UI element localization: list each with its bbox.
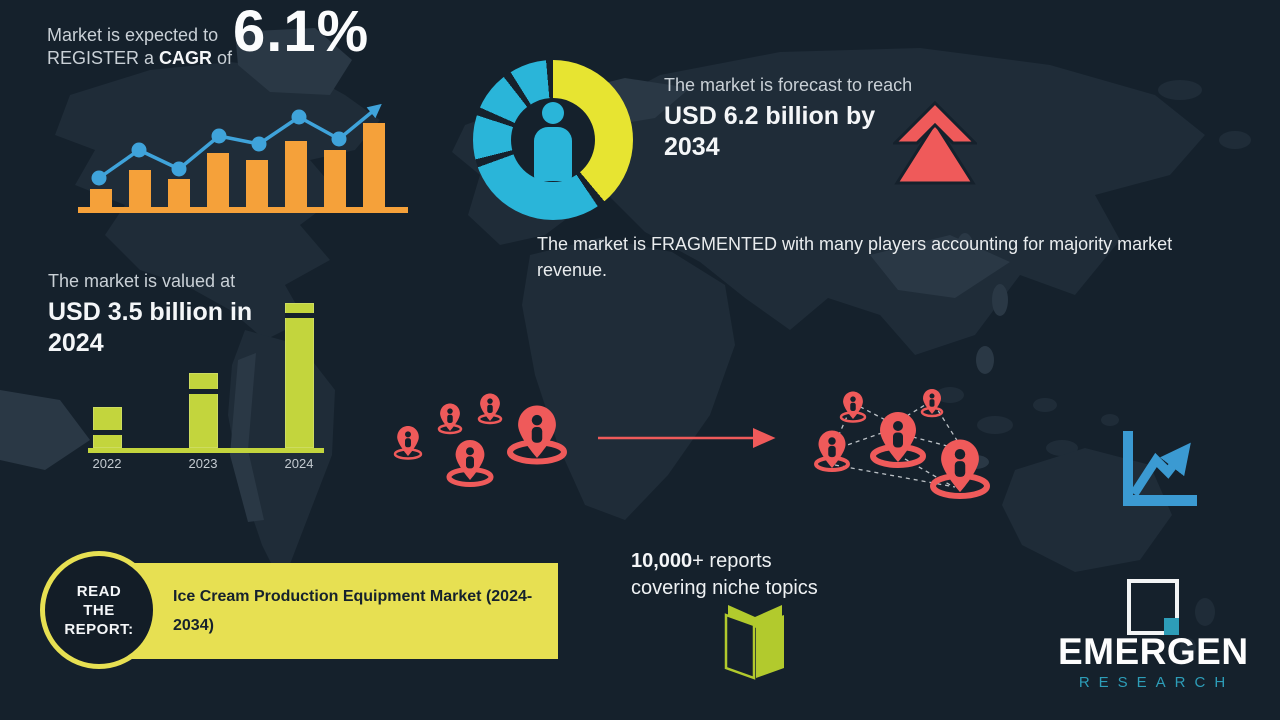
cagr-line1: Market is expected to <box>47 25 219 45</box>
location-pin-icon <box>843 391 863 419</box>
trend-dot <box>131 142 147 158</box>
badge-line: THE <box>83 601 115 619</box>
pin-base-rings <box>393 406 990 499</box>
forecast-headline: USD 6.2 billion by 2034 <box>664 102 876 161</box>
market-value-baseline <box>88 448 324 453</box>
valuation-intro: The market is valued at <box>48 271 236 291</box>
trend-dot <box>291 109 307 125</box>
cagr-value: 6.1% <box>233 0 370 64</box>
bar-cap-stripe <box>285 313 314 318</box>
cagr-line2-pre: REGISTER a <box>47 48 160 68</box>
logo-corner-accent <box>1164 618 1179 635</box>
market-value-bar-chart: 2022 2023 2024 <box>88 300 324 472</box>
logo-primary-text: EMERGEN <box>1058 631 1249 672</box>
forecast-text-block: The market is forecast to reach USD 6.2 … <box>664 74 916 163</box>
trend-dot <box>91 170 107 186</box>
growth-bar <box>90 189 112 207</box>
fragmentation-note: The market is FRAGMENTED with many playe… <box>537 234 1173 280</box>
growth-arrow-icon <box>893 101 977 185</box>
bar-cap-stripe <box>93 430 122 435</box>
trend-chart-icon <box>1123 431 1197 506</box>
growth-bar <box>324 150 346 207</box>
location-pin-icon <box>923 389 941 414</box>
year-axis-label: 2023 <box>188 456 218 471</box>
cagr-line2-post: of <box>212 48 233 68</box>
growth-bar <box>207 153 229 207</box>
badge-line: REPORT: <box>64 620 134 638</box>
cagr-keyword: CAGR <box>159 48 213 68</box>
market-share-donut-chart <box>473 60 633 220</box>
growth-bar <box>129 170 151 207</box>
growth-bar-chart <box>78 95 408 217</box>
market-value-bar <box>285 303 314 448</box>
report-banner[interactable]: Ice Cream Production Equipment Market (2… <box>98 563 558 659</box>
logo-square-icon <box>1127 579 1179 635</box>
growth-trend-line <box>91 103 382 186</box>
reports-count: 10,000 <box>631 550 693 572</box>
growth-chart-baseline <box>78 207 408 213</box>
open-book-icon <box>724 605 784 680</box>
year-axis-label: 2022 <box>92 456 122 471</box>
logo-secondary-text: RESEARCH <box>1078 674 1235 691</box>
donut-hole <box>511 98 595 182</box>
growth-bar <box>285 141 307 207</box>
reports-line2: covering niche topics <box>631 577 818 599</box>
trend-dot <box>331 131 347 147</box>
location-pin-icon <box>880 412 916 462</box>
year-axis-label: 2024 <box>284 456 314 471</box>
growth-bar <box>246 160 268 207</box>
market-value-bar <box>93 407 122 448</box>
location-pin-icon <box>941 439 979 493</box>
read-the-report-badge[interactable]: READ THE REPORT: <box>40 551 158 669</box>
growth-bar <box>363 123 385 207</box>
market-value-bar <box>189 373 218 448</box>
bar-cap-stripe <box>189 389 218 394</box>
location-pin-icon <box>455 440 485 480</box>
trend-dot <box>251 136 267 152</box>
location-pin-icon <box>818 430 846 469</box>
trend-dot <box>211 128 227 144</box>
market-players-pins-graphic <box>393 389 990 499</box>
reports-suffix: + reports <box>692 550 772 572</box>
reports-blurb: 10,000+ reports covering niche topics <box>631 548 931 602</box>
forecast-intro: The market is forecast to reach <box>664 75 913 95</box>
location-pin-icon <box>518 405 556 458</box>
growth-bar <box>168 179 190 207</box>
person-icon <box>511 102 595 182</box>
trend-dot <box>171 161 187 177</box>
valuation-headline: USD 3.5 billion in 2024 <box>48 298 253 357</box>
badge-line: READ <box>76 582 122 600</box>
report-title[interactable]: Ice Cream Production Equipment Market (2… <box>173 588 533 634</box>
cagr-text-block: Market is expected to REGISTER a CAGR of… <box>47 3 427 70</box>
valuation-text-block: The market is valued at USD 3.5 billion … <box>48 270 280 359</box>
